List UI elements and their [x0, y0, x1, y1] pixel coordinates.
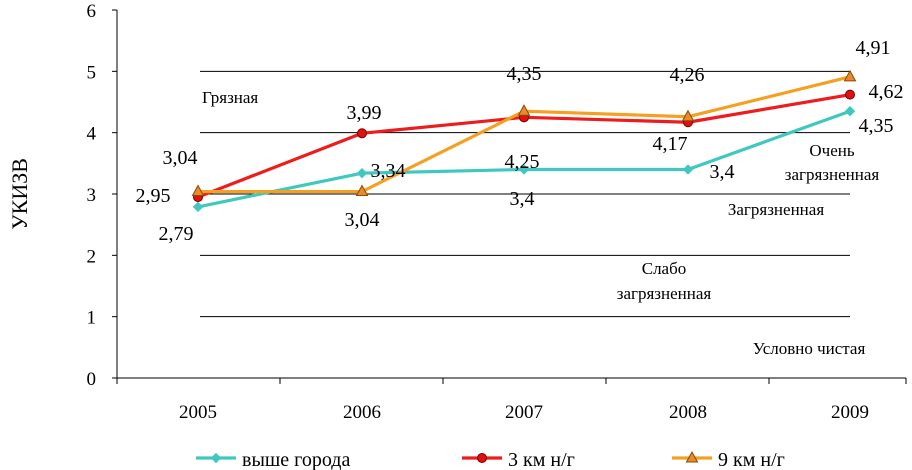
x-tick-label: 2009 [831, 402, 869, 423]
y-tick-label: 2 [87, 246, 97, 267]
data-label: 3,04 [345, 209, 380, 231]
y-tick-label: 5 [87, 62, 97, 83]
zone-label: загрязненная [617, 284, 712, 303]
data-label: 3,34 [371, 160, 406, 182]
x-tick-label: 2006 [343, 402, 381, 423]
x-tick-label: 2007 [505, 402, 543, 423]
data-point-diamond [210, 452, 222, 464]
data-point-triangle [517, 104, 531, 116]
data-label: 4,35 [507, 63, 542, 85]
data-label: 4,26 [670, 64, 705, 86]
data-label: 3,04 [163, 147, 198, 169]
data-point-triangle [681, 109, 695, 122]
data-point-triangle [685, 450, 699, 463]
legend-label: 3 км н/г [508, 449, 575, 470]
x-tick-label: 2005 [179, 402, 217, 423]
data-point-diamond [356, 167, 368, 179]
y-tick-label: 0 [87, 369, 97, 390]
data-label: 4,17 [653, 133, 688, 155]
y-tick-label: 6 [87, 1, 97, 22]
data-label: 3,99 [347, 102, 382, 124]
data-label: 4,91 [856, 37, 891, 59]
data-point-triangle [191, 184, 205, 197]
zone-label: загрязненная [785, 165, 880, 184]
legend-label: выше города [242, 449, 350, 470]
legend-label: 9 км н/г [718, 449, 785, 470]
y-tick-label: 4 [87, 124, 97, 145]
zone-label: Слабо [642, 259, 687, 278]
data-point-diamond [682, 164, 694, 175]
zone-label: Загрязненная [728, 200, 824, 219]
x-tick-label: 2008 [669, 402, 707, 423]
data-label: 3,4 [510, 188, 535, 210]
data-label: 4,35 [859, 115, 894, 137]
data-point-diamond [192, 201, 204, 213]
data-label: 2,95 [136, 185, 171, 207]
y-tick-label: 1 [87, 308, 97, 329]
data-point-circle [357, 128, 367, 139]
zone-label: Очень [809, 141, 854, 160]
y-tick-label: 3 [87, 185, 97, 206]
data-point-circle [477, 453, 487, 463]
data-point-triangle [843, 69, 857, 82]
data-label: 3,4 [710, 161, 735, 183]
data-point-triangle [355, 184, 369, 197]
data-point-circle [845, 89, 855, 100]
y-axis-label: УКИЗВ [7, 158, 32, 230]
zone-label: Грязная [202, 88, 258, 107]
zone-label: Условно чистая [753, 339, 866, 358]
data-label: 2,79 [159, 223, 194, 245]
data-label: 4,25 [505, 151, 540, 173]
data-point-diamond [518, 164, 530, 175]
data-point-diamond [844, 105, 856, 117]
data-label: 4,62 [869, 81, 904, 103]
